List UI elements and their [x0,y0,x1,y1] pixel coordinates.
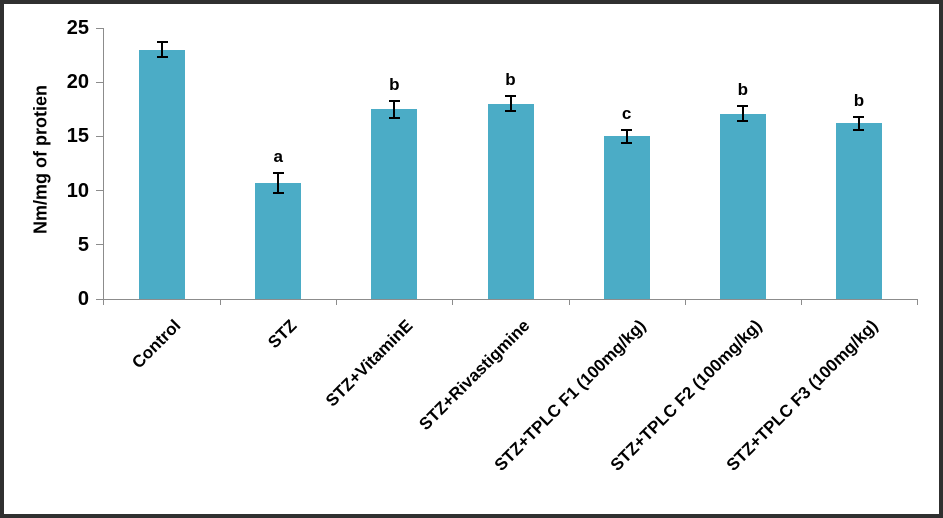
x-axis-line [103,299,917,300]
error-bar-line [509,96,512,112]
bar-stz-tplc-f2-100mg-kg- [719,113,766,299]
x-axis-label: STZ+TPLC F1 (100mg/kg) [490,316,650,475]
x-axis-label: STZ+VitaminE [322,316,417,411]
y-axis-line [103,28,104,305]
y-tick [96,81,103,83]
error-bar-cap-top [737,105,749,108]
y-tick [96,298,103,300]
y-tick [96,135,103,137]
bar-control [139,49,186,299]
error-bar-cap-top [505,95,516,98]
y-tick-label: 5 [77,233,89,256]
bar-stz-rivastigmine [487,103,534,299]
y-tick-label: 20 [66,71,89,94]
bar-stz-tplc-f3-100mg-kg- [835,123,882,299]
y-tick [96,244,103,246]
error-bar-cap-top [272,172,284,175]
x-tick [800,299,802,305]
significance-letter: b [853,90,865,110]
y-tick [96,27,103,29]
x-tick [568,299,570,305]
error-bar-cap-top [388,99,400,102]
error-bar-cap-bottom [272,191,284,194]
error-bar-cap-top [621,128,633,131]
x-axis-label: STZ+TPLC F2 (100mg/kg) [606,316,766,475]
error-bar-cap-bottom [505,110,516,113]
error-bar-line [393,100,396,118]
significance-letter: c [621,103,632,123]
x-tick [220,299,222,305]
y-tick [96,190,103,192]
x-axis-label: STZ [264,316,301,353]
bar-stz-vitamine [371,109,418,299]
error-bar-line [741,106,744,122]
bar-stz-tplc-f1-100mg-kg- [603,136,650,299]
significance-letter: b [737,80,748,100]
x-axis-label: Control [128,316,185,373]
error-bar-cap-top [156,41,168,44]
significance-letter: a [273,147,283,167]
error-bar-cap-bottom [621,141,633,144]
y-tick-label: 10 [66,179,89,202]
error-bar-cap-bottom [853,128,865,131]
x-axis-label: STZ+TPLC F3 (100mg/kg) [722,316,882,475]
error-bar-line [857,116,860,130]
x-axis-label: STZ+Rivastigmine [414,316,533,434]
error-bar-cap-bottom [737,120,749,123]
x-tick [917,299,918,305]
error-bar-cap-top [853,115,865,118]
significance-letter: b [505,70,516,90]
x-tick [684,299,686,305]
x-tick [336,299,338,305]
significance-letter: b [389,74,400,94]
bar-stz [255,183,302,299]
y-tick-label: 25 [66,17,89,39]
error-bar-line [625,129,628,143]
error-bar-cap-bottom [388,116,400,119]
y-tick-label: 0 [77,288,89,310]
x-tick [452,299,454,305]
error-bar-cap-bottom [156,56,168,59]
error-bar-line [277,173,280,193]
y-tick-label: 15 [66,125,89,148]
error-bar-line [161,42,164,58]
